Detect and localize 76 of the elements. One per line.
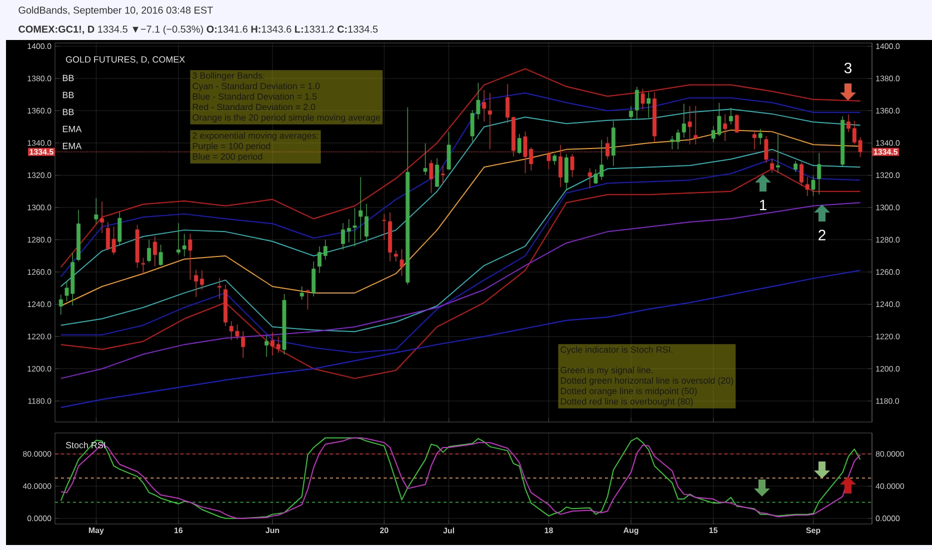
candlestick — [694, 106, 698, 145]
candlestick — [382, 213, 386, 240]
candlestick — [570, 154, 574, 178]
text: COMEX:GC1!, D 1334.5 ▼−7.1 (−0.53%) O:1341.6 H:1343.6 L:1331.2 C:1334.5 — [18, 25, 378, 35]
annotation: Dotted red line is overbought (80) — [560, 398, 693, 406]
text: GoldBands, September 10, 2016 03:48 EST — [18, 6, 213, 16]
candlestick — [646, 92, 651, 118]
candlestick — [723, 114, 728, 142]
candlestick — [770, 158, 774, 174]
candlestick — [100, 201, 104, 234]
candlestick — [682, 103, 686, 138]
candlestick — [118, 212, 122, 246]
candlestick — [58, 294, 63, 315]
candlestick — [758, 128, 762, 145]
candlestick — [176, 222, 180, 256]
candlestick — [811, 175, 816, 196]
candlestick — [94, 198, 98, 224]
candlestick — [241, 330, 246, 358]
candlestick — [341, 222, 345, 250]
annotation: 3 — [844, 62, 852, 74]
candlestick — [270, 332, 274, 356]
candlestick — [352, 208, 357, 247]
annotation: 1 — [760, 200, 766, 210]
annotation: BB — [62, 108, 74, 116]
candlestick — [517, 134, 522, 154]
candlestick — [429, 160, 434, 194]
candlestick — [218, 278, 222, 300]
candlestick — [400, 248, 404, 276]
candlestick — [776, 133, 780, 174]
candlestick — [634, 86, 639, 120]
candlestick — [323, 239, 328, 260]
candlestick — [276, 336, 280, 354]
candlestick — [346, 218, 351, 243]
candlestick — [435, 158, 440, 188]
candlestick — [147, 239, 152, 263]
candlestick — [728, 107, 733, 125]
candlestick — [482, 90, 486, 122]
candlestick — [734, 114, 739, 134]
text: GOLD FUTURES, D, COMEX — [66, 56, 185, 64]
annotation: Purple = 100 period — [192, 142, 270, 152]
candlestick — [805, 176, 810, 196]
candlestick — [752, 130, 756, 150]
candlestick — [188, 233, 192, 280]
candlestick — [141, 258, 146, 275]
candlestick — [358, 176, 363, 240]
candlestick — [158, 244, 163, 266]
candlestick — [552, 154, 557, 166]
candlestick — [182, 233, 186, 257]
candlestick — [688, 106, 692, 145]
candlestick — [152, 236, 157, 267]
annotation: BB — [62, 74, 74, 82]
candlestick — [800, 162, 804, 186]
candlestick — [200, 270, 204, 290]
annotation: 3 Bollinger Bands: — [192, 72, 264, 81]
candlestick — [629, 106, 633, 120]
candlestick — [817, 152, 822, 195]
candlestick — [588, 168, 592, 188]
candlestick — [488, 92, 492, 150]
candlestick — [364, 203, 368, 243]
annotation: 2 — [818, 230, 826, 240]
candlestick — [846, 114, 850, 133]
candlestick — [318, 246, 322, 274]
annotation: Green is my signal line. — [560, 366, 653, 376]
annotation: BB — [62, 92, 74, 98]
candlestick — [423, 142, 428, 176]
annotation: EMA — [62, 126, 82, 132]
candlestick — [394, 250, 398, 262]
annotation: EMA — [62, 142, 82, 150]
candlestick — [300, 286, 304, 300]
candlestick — [306, 289, 310, 310]
candlestick — [440, 166, 445, 184]
candlestick — [506, 84, 510, 124]
candlestick — [640, 88, 645, 110]
candlestick — [794, 160, 798, 173]
candlestick — [264, 335, 269, 358]
candlestick — [194, 269, 198, 298]
